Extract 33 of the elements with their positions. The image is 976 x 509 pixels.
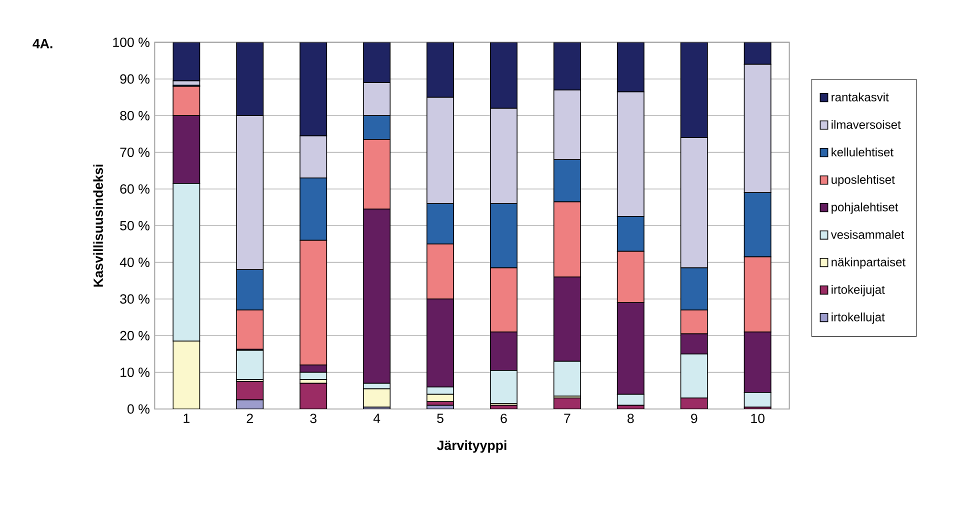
legend-label: ilmaversoiset (832, 120, 901, 129)
x-tick-label: 3 (310, 414, 316, 424)
y-tick-label: 20 % (120, 330, 150, 340)
y-tick-label: 10 % (120, 368, 150, 378)
x-tick-label: 2 (246, 414, 253, 424)
y-tick-label: 40 % (120, 258, 150, 268)
y-axis-title: Kasvillisuusindeksi (93, 164, 103, 287)
legend-label: rantakasvit (832, 92, 889, 102)
legend-label: pohjalehtiset (832, 202, 898, 214)
x-axis-title: Järvityyppi (437, 440, 506, 453)
x-tick-label: 9 (691, 414, 698, 424)
legend-label: irtokeijujat (832, 285, 885, 296)
legend-label: näkinpartaiset (832, 258, 906, 269)
x-tick-label: 8 (628, 414, 634, 424)
x-tick-label: 6 (500, 414, 507, 424)
y-tick-label: 90 % (120, 74, 150, 84)
x-tick-label: 4 (373, 414, 380, 423)
y-tick-label: 0 % (128, 404, 150, 414)
legend-label: kellulehtiset (832, 148, 894, 156)
legend-label: vesisammalet (830, 230, 904, 239)
x-tick-label: 5 (437, 414, 444, 423)
y-tick-label: 100 % (113, 38, 150, 48)
y-tick-label: 60 % (120, 184, 150, 194)
legend-label: uposlehtiset (832, 175, 895, 186)
text: 4A. (32, 39, 52, 48)
x-tick-label: 1 (184, 414, 190, 423)
x-tick-label: 10 (751, 414, 764, 424)
y-tick-label: 80 % (120, 110, 150, 120)
y-tick-label: 30 % (120, 294, 150, 304)
y-tick-label: 70 % (120, 148, 150, 158)
legend-label: irtokellujat (832, 312, 885, 324)
y-tick-label: 50 % (120, 220, 150, 230)
x-tick-label: 7 (564, 414, 570, 423)
